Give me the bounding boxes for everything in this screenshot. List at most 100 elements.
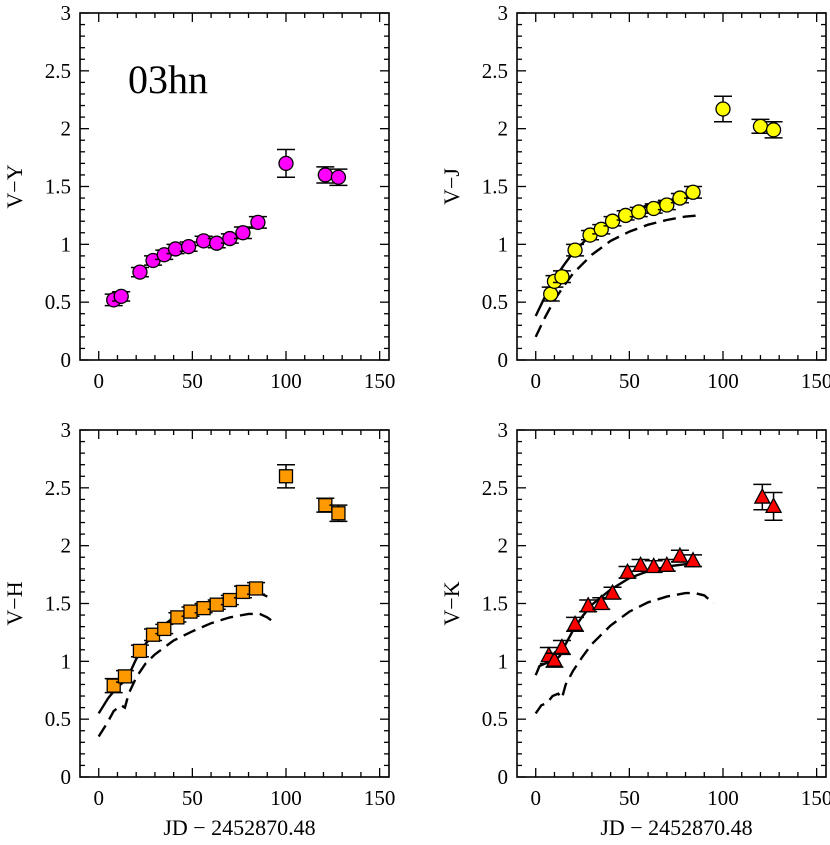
x-tick-label: 50 <box>619 369 640 393</box>
panel-3: 0 50 100 150 0 0.5 1 1.5 2 2.5 3 V−H JD − 2452870.48 <box>2 418 395 840</box>
data-point <box>715 101 731 117</box>
plot-frame <box>516 12 827 361</box>
x-axis-label: JD − 2452870.48 <box>600 815 752 840</box>
y-tick-label: 1 <box>498 649 509 673</box>
y-tick-label: 1 <box>61 232 72 256</box>
y-tick-label: 0 <box>61 765 72 789</box>
data-point <box>554 269 570 285</box>
data-point <box>195 233 212 249</box>
solid-fit-curve <box>534 563 699 676</box>
data-point <box>235 584 251 600</box>
x-tick-label: 0 <box>530 369 541 393</box>
data-point <box>132 264 148 280</box>
data-point <box>183 604 198 619</box>
y-axis-label: V−K <box>439 581 464 625</box>
y-tick-label: 2.5 <box>45 476 71 500</box>
data-point <box>235 225 251 241</box>
x-tick-label: 50 <box>182 369 203 393</box>
data-point <box>604 213 621 229</box>
y-tick-label: 2 <box>498 534 509 558</box>
panel-annotation: 03hn <box>128 57 208 102</box>
data-point <box>579 596 597 613</box>
plot-frame <box>79 12 390 361</box>
data-point <box>764 496 783 513</box>
data-point <box>180 238 197 255</box>
x-tick-label: 150 <box>364 786 396 810</box>
x-axis-label: JD − 2452870.48 <box>163 815 315 840</box>
data-point <box>617 207 634 224</box>
x-tick-label: 50 <box>619 786 640 810</box>
data-point <box>170 610 185 625</box>
data-point <box>132 643 148 659</box>
data-point <box>543 286 559 302</box>
panel-2: 0 50 100 150 0 0.5 1 1.5 2 2.5 3 V−J <box>439 1 830 393</box>
y-tick-label: 0 <box>498 765 509 789</box>
x-tick-label: 50 <box>182 786 203 810</box>
y-tick-label: 2.5 <box>482 59 508 83</box>
x-tick-label: 100 <box>270 369 302 393</box>
y-axis-label: V−H <box>2 581 27 625</box>
data-point <box>331 506 346 521</box>
y-tick-label: 0.5 <box>482 707 508 731</box>
data-point <box>631 204 647 220</box>
y-tick-label: 2 <box>61 534 72 558</box>
data-point <box>250 214 266 231</box>
x-tick-label: 0 <box>93 786 104 810</box>
x-tick-label: 100 <box>707 786 739 810</box>
y-tick-label: 2 <box>61 117 72 141</box>
y-tick-label: 0 <box>498 348 509 372</box>
x-tick-label: 0 <box>93 369 104 393</box>
panel-4: 0 50 100 150 0 0.5 1 1.5 2 2.5 3 V−K JD − 2452870.48 <box>439 418 830 840</box>
data-point <box>157 621 172 637</box>
data-point <box>222 592 237 608</box>
x-tick-label: 100 <box>270 786 302 810</box>
y-tick-label: 0 <box>61 348 72 372</box>
data-point <box>567 242 583 258</box>
data-point <box>278 469 294 484</box>
data-point <box>317 167 333 183</box>
data-point <box>330 169 347 185</box>
data-point <box>553 638 571 655</box>
y-tick-label: 1.5 <box>45 592 71 616</box>
y-tick-label: 3 <box>498 418 509 442</box>
data-point <box>592 594 610 611</box>
data-point <box>659 197 675 213</box>
dashed-model-curve <box>534 591 715 715</box>
x-tick-label: 100 <box>707 369 739 393</box>
y-tick-label: 2.5 <box>482 476 508 500</box>
data-point <box>248 581 264 596</box>
dashed-model-curve <box>97 612 278 738</box>
data-point <box>765 122 782 138</box>
y-tick-label: 3 <box>61 1 72 25</box>
x-tick-label: 150 <box>801 369 830 393</box>
x-tick-label: 150 <box>801 786 830 810</box>
y-tick-label: 2 <box>498 117 509 141</box>
plot-frame <box>516 429 827 778</box>
data-point <box>684 551 702 568</box>
y-tick-label: 1.5 <box>482 592 508 616</box>
data-point <box>685 184 701 200</box>
y-tick-label: 1.5 <box>45 175 71 199</box>
data-point <box>671 546 689 563</box>
y-axis-label: V−J <box>439 168 464 205</box>
y-tick-label: 2.5 <box>45 59 71 83</box>
y-tick-label: 0.5 <box>45 290 71 314</box>
data-point <box>196 600 211 616</box>
solid-fit-curve <box>534 194 699 317</box>
y-tick-label: 1 <box>498 232 509 256</box>
data-point <box>113 288 129 305</box>
dashed-model-curve <box>534 214 699 338</box>
data-point <box>753 487 771 504</box>
data-point <box>658 555 676 572</box>
data-point <box>566 614 584 631</box>
y-tick-label: 3 <box>498 1 509 25</box>
y-tick-label: 0.5 <box>45 707 71 731</box>
y-axis-label: V−Y <box>2 164 27 208</box>
data-point <box>167 241 184 257</box>
data-point <box>646 200 662 217</box>
data-point <box>603 583 622 600</box>
data-point <box>645 557 663 574</box>
x-tick-label: 150 <box>364 369 396 393</box>
data-point <box>278 155 294 172</box>
